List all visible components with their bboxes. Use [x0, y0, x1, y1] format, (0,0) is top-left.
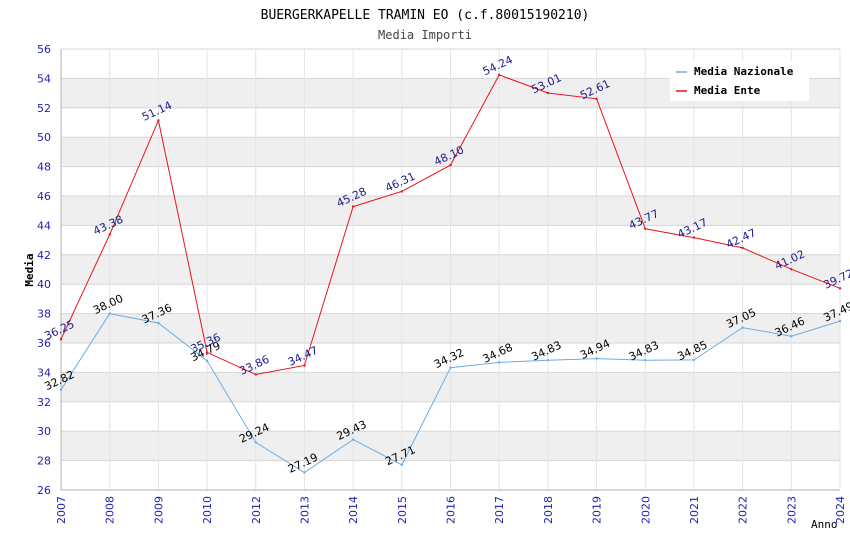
data-point	[741, 326, 744, 329]
data-point	[59, 338, 63, 341]
y-axis-label: Media	[23, 253, 36, 286]
y-tick-label: 48	[37, 161, 51, 174]
x-tick-label: 2019	[591, 496, 604, 524]
data-point	[790, 335, 793, 338]
y-tick-label: 36	[37, 337, 51, 350]
y-tick-label: 40	[37, 278, 51, 291]
y-tick-label: 32	[37, 396, 51, 409]
data-point	[497, 361, 501, 364]
y-tick-label: 52	[37, 102, 51, 115]
data-point	[59, 388, 63, 391]
y-tick-label: 38	[37, 308, 51, 321]
data-point	[351, 205, 355, 208]
x-tick-label: 2015	[396, 496, 409, 524]
y-tick-label: 46	[37, 190, 51, 203]
legend-label-media-ente: Media Ente	[694, 84, 761, 97]
gridlines	[60, 48, 841, 491]
axes	[60, 49, 840, 491]
data-point	[741, 246, 744, 250]
legend-label-media-nazionale: Media Nazionale	[694, 65, 794, 78]
x-tick-label: 2014	[347, 496, 360, 524]
data-point	[644, 358, 647, 362]
x-tick-label: 2024	[834, 496, 847, 524]
y-tick-label: 56	[37, 43, 51, 56]
data-point	[303, 471, 306, 474]
data-point	[692, 236, 696, 239]
data-point	[400, 190, 404, 193]
data-point	[205, 351, 209, 354]
x-tick-label: 2021	[688, 496, 701, 524]
data-point	[838, 319, 842, 323]
y-axis-ticks: 26 28 30 32 34 36 38 40 42 44 46 48 50 52 54 56	[37, 43, 51, 497]
y-tick-label: 34	[37, 366, 51, 379]
x-tick-label: 2010	[201, 496, 214, 524]
data-point	[400, 463, 404, 467]
chart-title: BUERGERKAPELLE TRAMIN EO (c.f.8001519021…	[261, 8, 590, 23]
data-point	[838, 287, 842, 290]
x-tick-label: 2020	[639, 496, 652, 524]
x-tick-label: 2012	[250, 496, 263, 524]
x-axis-ticks: 2007 2008 2009 2010 2012 2013 2014 2015 2016 2017…	[55, 496, 847, 524]
x-tick-label: 2016	[445, 496, 458, 524]
legend: Media Nazionale Media Ente	[670, 61, 809, 101]
y-tick-label: 28	[37, 455, 51, 468]
chart-subtitle: Media Importi	[378, 28, 472, 42]
data-point	[108, 233, 111, 236]
legend-box	[670, 61, 809, 101]
x-tick-label: 2007	[55, 496, 68, 524]
data-point	[205, 359, 209, 362]
y-tick-label: 42	[37, 249, 51, 262]
y-tick-label: 54	[37, 72, 51, 85]
data-point	[546, 358, 550, 362]
x-tick-label: 2018	[542, 496, 555, 524]
x-tick-label: 2022	[737, 496, 750, 524]
y-tick-label: 30	[37, 425, 51, 438]
data-point	[449, 163, 452, 167]
data-point	[157, 119, 160, 122]
data-point	[254, 441, 257, 444]
data-point	[546, 91, 550, 95]
data-point	[497, 73, 501, 77]
x-tick-label: 2009	[152, 496, 165, 524]
series-lines	[59, 73, 842, 474]
data-point	[254, 373, 257, 376]
x-tick-label: 2023	[785, 496, 798, 524]
y-tick-label: 26	[37, 484, 51, 497]
x-tick-label: 2013	[298, 496, 311, 524]
data-point	[692, 358, 696, 362]
data-point	[108, 312, 111, 315]
data-point	[157, 321, 160, 325]
y-tick-label: 50	[37, 131, 51, 144]
data-point	[595, 357, 598, 360]
data-point	[790, 268, 793, 271]
data-point	[303, 364, 306, 367]
x-tick-label: 2017	[493, 496, 506, 524]
data-point	[644, 227, 647, 230]
data-point	[449, 366, 452, 369]
x-axis-label: Anno	[811, 518, 838, 531]
y-tick-label: 44	[37, 219, 51, 232]
data-point	[595, 97, 598, 101]
data-point	[351, 438, 355, 441]
x-tick-label: 2008	[104, 496, 117, 524]
